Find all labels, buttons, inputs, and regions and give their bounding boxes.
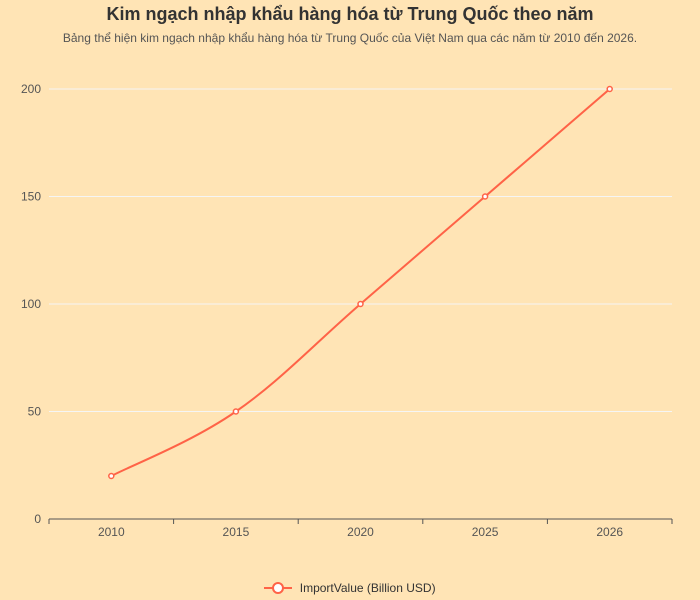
data-point[interactable] (481, 193, 489, 200)
chart-title: Kim ngạch nhập khẩu hàng hóa từ Trung Qu… (106, 4, 594, 24)
x-tick-label: 2020 (347, 525, 374, 539)
data-point[interactable] (108, 472, 115, 480)
data-point[interactable] (232, 408, 240, 415)
data-point[interactable] (606, 85, 613, 93)
legend[interactable]: ImportValue (Billion USD) (0, 580, 700, 595)
data-point[interactable] (357, 300, 364, 308)
legend-marker-icon (264, 581, 293, 594)
y-tick-label: 100 (21, 297, 41, 311)
x-tick-label: 2026 (596, 525, 623, 539)
x-tick-label: 2025 (472, 525, 499, 539)
series-layer (108, 85, 613, 480)
y-tick-label: 150 (21, 190, 41, 204)
series-line (110, 88, 611, 477)
legend-label: ImportValue (Billion USD) (299, 580, 436, 595)
x-axis: 2010 2015 2020 2025 2026 (48, 518, 673, 539)
grid-lines (49, 88, 672, 412)
y-tick-label: 200 (21, 82, 41, 96)
y-axis: 0 50 100 150 200 (21, 82, 41, 526)
x-tick-label: 2015 (223, 525, 250, 539)
y-tick-label: 50 (28, 405, 42, 419)
chart-subtitle: Bảng thể hiện kim ngạch nhập khẩu hàng h… (62, 31, 638, 45)
y-tick-label: 0 (34, 512, 41, 526)
x-tick-label: 2010 (98, 525, 125, 539)
